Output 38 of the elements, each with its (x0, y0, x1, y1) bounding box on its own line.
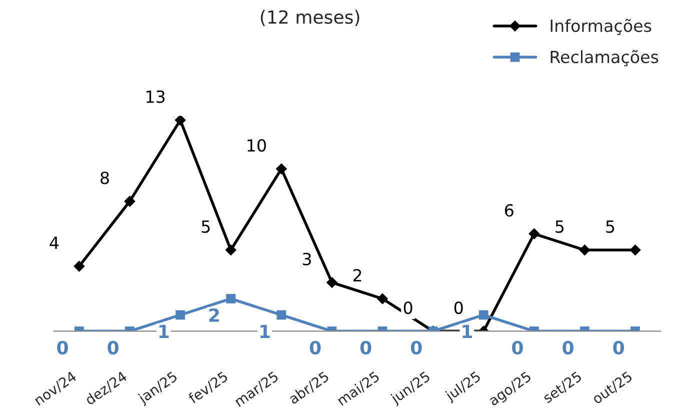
point (528, 228, 540, 240)
data-label: 0 (310, 340, 321, 354)
data-label: 0 (613, 340, 624, 354)
data-label: 0 (404, 301, 412, 314)
data-label: 5 (202, 220, 210, 233)
legend-label: Reclamações (550, 50, 658, 66)
legend-label: Informações (550, 18, 652, 36)
data-label: 4 (50, 236, 59, 249)
data-label: 3 (302, 252, 311, 266)
data-label: 1 (159, 324, 169, 338)
data-label: 1 (462, 324, 472, 338)
data-label: 13 (146, 90, 165, 104)
point (74, 260, 85, 272)
data-label: 0 (410, 340, 422, 354)
data-label: 0 (108, 340, 118, 354)
data-label: 10 (248, 139, 266, 152)
point (174, 116, 186, 126)
data-label: 0 (512, 340, 523, 354)
point (377, 293, 388, 304)
data-label: 1 (260, 324, 270, 338)
point (630, 244, 641, 256)
data-label: 2 (353, 269, 362, 282)
point (579, 244, 590, 256)
chart-title: (12 meses) (260, 10, 360, 26)
point (124, 196, 136, 207)
point (226, 294, 236, 304)
point (276, 163, 287, 174)
data-label: 6 (505, 204, 514, 217)
data-label: 2 (209, 308, 219, 322)
data-label: 0 (57, 340, 68, 354)
data-label: 0 (454, 301, 463, 314)
data-label: 0 (360, 340, 372, 354)
point (326, 277, 338, 288)
data-label: 5 (556, 220, 564, 233)
data-label: 0 (562, 340, 574, 354)
point (225, 244, 236, 256)
data-label: 8 (100, 172, 109, 184)
data-label: 5 (606, 220, 614, 233)
